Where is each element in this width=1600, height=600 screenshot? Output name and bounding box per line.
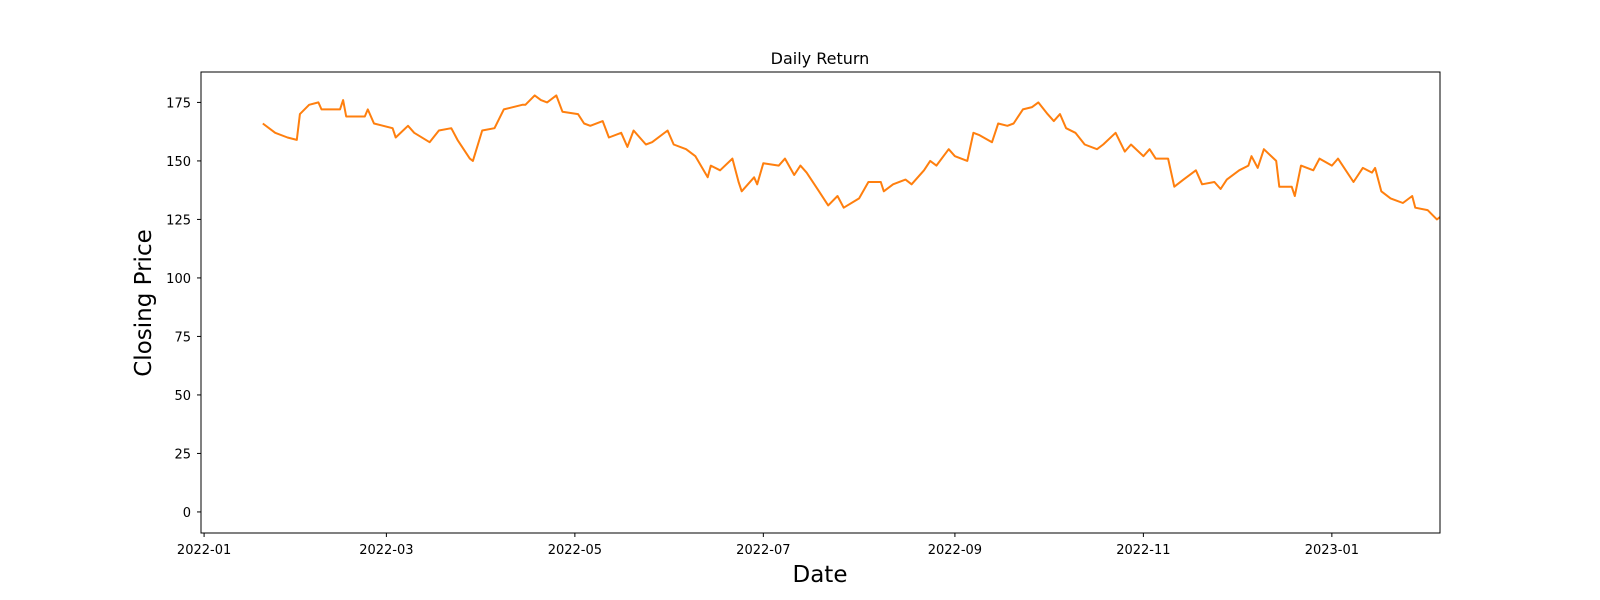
y-tick-label: 125 [166, 213, 191, 228]
y-tick-label: 150 [166, 155, 191, 170]
x-tick-label: 2022-09 [928, 543, 982, 558]
series-layer [262, 94, 1441, 221]
x-tick-label: 2022-07 [736, 543, 790, 558]
x-tick-label: 2022-01 [177, 543, 231, 558]
x-tick-label: 2022-03 [359, 543, 413, 558]
x-tick-label: 2023-01 [1305, 543, 1359, 558]
y-tick-label: 0 [183, 506, 191, 521]
y-axis-label: Closing Price [131, 229, 157, 377]
y-tick-label: 100 [166, 272, 191, 287]
series-line-1 [262, 94, 1441, 221]
x-tick-label: 2022-05 [548, 543, 602, 558]
plot-frame [200, 71, 1441, 534]
x-tick-label: 2022-11 [1116, 543, 1170, 558]
y-tick-label: 75 [174, 330, 191, 345]
x-axis-label: Date [793, 562, 848, 588]
y-axis: 0 25 50 75 100 125 150 175 [166, 96, 201, 521]
y-tick-label: 25 [174, 447, 191, 462]
y-tick-label: 175 [166, 96, 191, 111]
y-tick-label: 50 [174, 389, 191, 404]
chart-title: Daily Return [771, 49, 870, 68]
x-axis: 2022-01 2022-03 2022-05 2022-07 2022-09 2022-… [177, 533, 1359, 558]
